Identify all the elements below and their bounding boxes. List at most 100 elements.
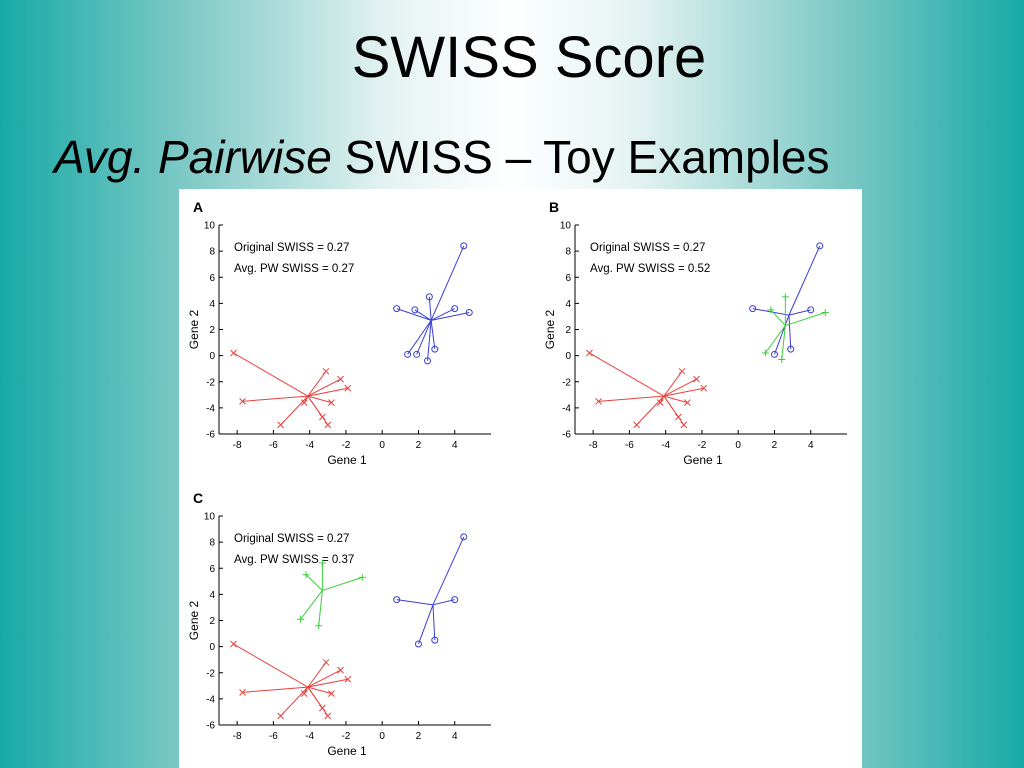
centroid-link-line [242,686,308,693]
data-point-cross [337,375,344,383]
data-point-circle [393,305,401,313]
y-tick-label: -4 [206,403,215,414]
data-point-circle [425,293,433,301]
centroid-link-line [233,643,309,688]
y-tick-label: 2 [209,616,215,627]
x-tick-label: -4 [305,731,314,742]
data-point-cross [633,421,641,429]
x-tick-label: 2 [416,440,422,451]
x-tick-label: 0 [379,440,385,451]
y-tick-label: -6 [206,430,215,441]
centroid-link-line [396,308,432,321]
y-tick-label: 4 [209,590,215,601]
centroid-link-line [300,590,323,620]
centroid-link-line [432,536,465,606]
y-tick-label: 8 [209,247,215,258]
y-tick-label: -4 [206,694,215,705]
data-point-circle [424,357,432,365]
y-tick-label: 10 [204,221,216,232]
data-point-circle [465,309,473,317]
centroid-link-line [322,576,363,591]
data-point-cross [277,712,285,720]
y-tick-label: 6 [209,273,215,284]
y-tick-label: 4 [209,299,215,310]
subplot-b: B -8 -6 -4 -2 0 2 4 -6 -4 -2 0 2 4 6 8 10 Gene 1 Gene 2 Ori… [543,199,847,467]
centroid-link-line [636,395,665,426]
centroid-link-line [307,686,329,717]
centroid-link-line [598,395,664,402]
x-tick-label: 0 [379,731,385,742]
x-tick-label: -6 [625,440,634,451]
data-point-cross [300,399,308,407]
centroid-link-line [788,245,821,316]
x-tick-label: -8 [233,440,242,451]
data-point-cross [344,384,352,392]
centroid-link-line [280,395,309,426]
data-point-cross [684,399,691,407]
data-point-circle [460,242,468,250]
panel-label: C [193,490,203,506]
data-point-cross [328,399,335,407]
data-point-circle [451,305,459,313]
swiss-annotation: Avg. PW SWISS = 0.37 [234,554,354,566]
data-point-circle [749,305,757,313]
centroid-link-line [307,669,341,688]
data-point-circle [770,350,778,358]
subplot-c: C -8 -6 -4 -2 0 2 4 -6 -4 -2 0 2 4 6 8 10 Gene 1 Gene 2 Ori… [187,490,491,758]
data-point-cross [595,397,602,405]
centroid-link-line [431,312,470,321]
y-tick-label: 0 [209,642,215,653]
x-tick-label: -2 [697,440,706,451]
centroid-link-line [788,315,792,350]
y-tick-label: -2 [206,668,215,679]
y-axis-label: Gene 2 [187,309,201,349]
y-tick-label: 4 [565,299,571,310]
data-point-circle [787,345,795,353]
slide-subtitle: Avg. Pairwise SWISS – Toy Examples [54,130,830,184]
data-point-cross [324,421,332,429]
data-point-circle [431,636,439,644]
x-tick-label: -8 [589,440,598,451]
y-tick-label: 6 [565,273,571,284]
centroid-link-line [785,312,826,327]
data-point-plus [778,356,786,364]
centroid-link-line [663,395,688,404]
data-point-plus [821,309,829,317]
data-point-cross [344,675,352,683]
y-tick-label: -2 [206,377,215,388]
data-point-plus [297,615,305,623]
centroid-link-line [307,686,332,695]
centroid-link-line [416,320,432,355]
x-tick-label: -4 [305,440,314,451]
x-axis-label: Gene 1 [683,453,723,467]
data-point-cross [322,367,330,375]
centroid-link-line [430,308,455,321]
centroid-link-line [428,296,432,321]
y-tick-label: 2 [209,325,215,336]
panel-label: A [193,199,203,215]
centroid-link-line [307,395,329,426]
data-point-cross [322,658,330,666]
data-point-circle [816,242,824,250]
x-tick-label: 4 [452,440,458,451]
data-point-circle [451,596,459,604]
data-point-cross [230,349,237,357]
y-tick-label: 6 [209,564,215,575]
x-tick-label: -2 [341,731,350,742]
data-point-cross [319,704,326,712]
x-tick-label: -4 [661,440,670,451]
y-axis-label: Gene 2 [543,309,557,349]
centroid-link-line [663,395,685,426]
y-tick-label: 2 [565,325,571,336]
data-point-cross [300,690,308,698]
centroid-link-line [589,352,665,397]
data-point-cross [678,367,686,375]
data-point-cross [230,640,237,648]
centroid-link-line [280,686,309,717]
data-point-cross [319,413,326,421]
figure-panel: A -8 -6 -4 -2 0 2 4 -6 -4 -2 0 2 4 6 8 10 Gene 1 Gene 2 Ori… [179,189,862,768]
y-tick-label: 0 [565,351,571,362]
centroid-link-line [430,320,436,350]
data-point-circle [807,306,815,314]
data-point-cross [700,384,708,392]
